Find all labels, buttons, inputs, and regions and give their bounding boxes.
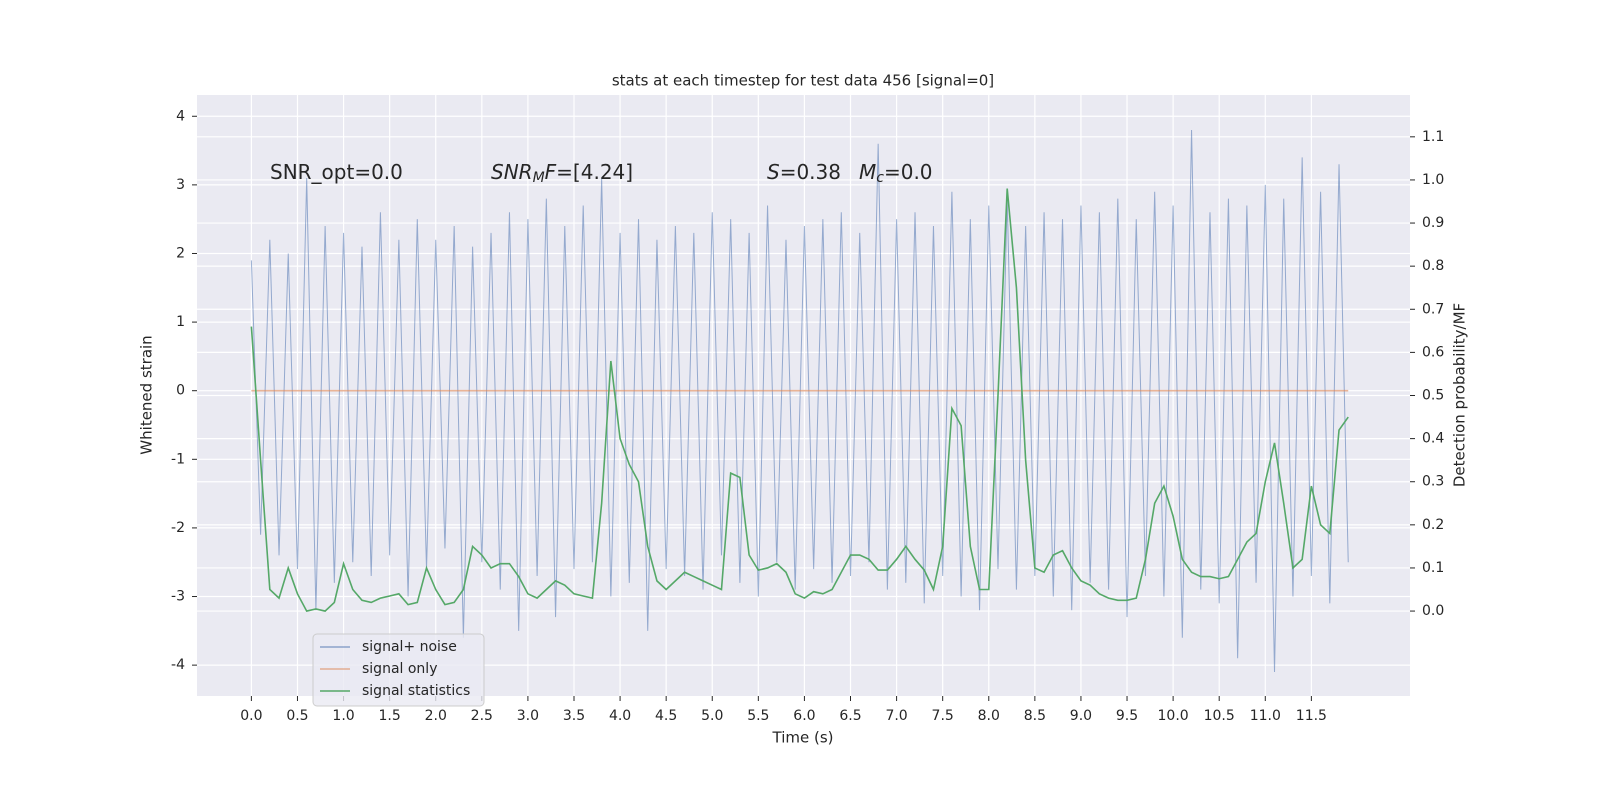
x-tick-label: 2.0 — [425, 708, 447, 724]
x-tick-label: 11.5 — [1296, 708, 1327, 724]
y2-tick-label: 1.1 — [1422, 129, 1444, 145]
annotation-part: F — [545, 160, 557, 184]
annotation: SNR_opt=0.0 — [270, 160, 403, 184]
y2-tick-label: 0.6 — [1422, 344, 1444, 360]
x-tick-label: 1.0 — [332, 708, 354, 724]
annotation-part: =0.38 — [780, 160, 841, 184]
x-tick-label: 1.5 — [379, 708, 401, 724]
legend-label: signal statistics — [362, 683, 470, 699]
annotation: S=0.38 — [767, 160, 841, 184]
x-axis-label: Time (s) — [772, 729, 834, 747]
x-tick-label: 9.0 — [1070, 708, 1092, 724]
annotation: SNRMF=[4.24] — [491, 160, 633, 187]
legend-box — [312, 633, 485, 707]
x-tick-label: 7.0 — [885, 708, 907, 724]
y2-axis-label: Detection probability/MF — [1451, 303, 1469, 487]
x-tick-label: 6.0 — [793, 708, 815, 724]
x-tick-label: 10.5 — [1204, 708, 1235, 724]
y2-tick-label: 0.5 — [1422, 388, 1444, 404]
legend-label: signal only — [362, 661, 437, 677]
y2-tick-label: 0.1 — [1422, 560, 1444, 576]
annotation-part: SNR_opt=0.0 — [270, 160, 403, 184]
x-tick-label: 11.0 — [1250, 708, 1281, 724]
annotation-part: M — [533, 170, 545, 186]
annotation-part: =[4.24] — [556, 160, 633, 184]
y2-tick-label: 0.2 — [1422, 517, 1444, 533]
annotation: Mc=0.0 — [859, 160, 933, 187]
y-tick-label: -1 — [171, 451, 185, 467]
labels: 0.0 0.5 1.0 1.5 2.0 2.5 3.0 3.5 4.0 4.5 5.0 5.5 6.0 6… — [171, 108, 1444, 724]
x-tick-label: 8.0 — [978, 708, 1000, 724]
x-tick-label: 3.0 — [517, 708, 539, 724]
x-tick-label: 3.5 — [563, 708, 585, 724]
series-line — [250, 129, 1349, 672]
y-tick-label: 0 — [176, 383, 185, 399]
y-tick-label: 3 — [176, 177, 185, 193]
y-axis-label: Whitened strain — [138, 335, 156, 454]
y-tick-label: 4 — [176, 108, 185, 124]
y-tick-label: 1 — [176, 314, 185, 330]
legend: signal+ noise signal only signal statistic… — [312, 633, 485, 707]
x-tick-label: 5.0 — [701, 708, 723, 724]
legend-label: signal+ noise — [362, 639, 457, 655]
marks — [250, 129, 1349, 672]
series-line — [250, 188, 1349, 612]
chart-title: stats at each timestep for test data 456… — [612, 72, 994, 90]
annotation-part: =0.0 — [884, 160, 933, 184]
y2-tick-label: 0.7 — [1422, 301, 1444, 317]
x-tick-label: 6.5 — [839, 708, 861, 724]
x-tick-label: 4.5 — [655, 708, 677, 724]
y2-tick-label: 0.0 — [1422, 603, 1444, 619]
y-tick-label: 2 — [176, 245, 185, 261]
y2-tick-label: 0.8 — [1422, 258, 1444, 274]
annotation-part: M — [859, 160, 876, 184]
x-tick-label: 8.5 — [1024, 708, 1046, 724]
x-tick-label: 7.5 — [932, 708, 954, 724]
y-tick-label: -3 — [171, 589, 185, 605]
annotation-part: S — [767, 160, 780, 184]
y2-tick-label: 0.4 — [1422, 431, 1444, 447]
y-tick-label: -2 — [171, 520, 185, 536]
x-tick-label: 0.5 — [286, 708, 308, 724]
y-tick-label: -4 — [171, 657, 185, 673]
x-tick-label: 0.0 — [240, 708, 262, 724]
x-tick-label: 5.5 — [747, 708, 769, 724]
y2-tick-label: 0.3 — [1422, 474, 1444, 490]
x-tick-label: 9.5 — [1116, 708, 1138, 724]
annotation-part: SNR — [491, 160, 533, 184]
annotation-part: c — [876, 170, 884, 186]
x-tick-label: 10.0 — [1158, 708, 1189, 724]
x-tick-label: 4.0 — [609, 708, 631, 724]
x-tick-label: 2.5 — [471, 708, 493, 724]
y2-tick-label: 0.9 — [1422, 215, 1444, 231]
y2-tick-label: 1.0 — [1422, 172, 1444, 188]
